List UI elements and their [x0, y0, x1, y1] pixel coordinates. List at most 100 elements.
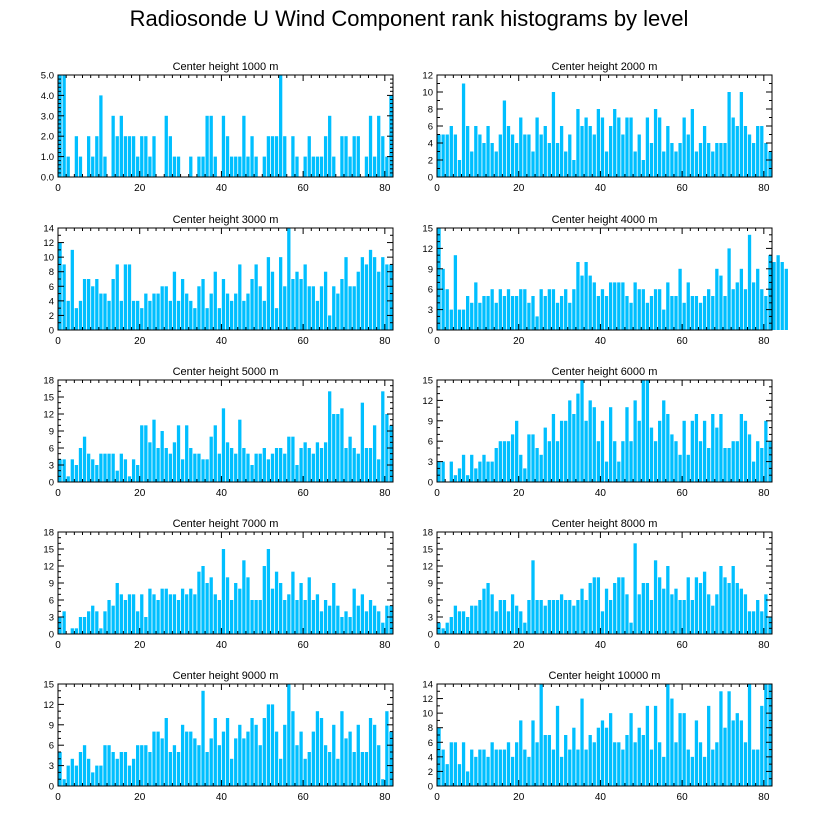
bar — [172, 745, 177, 786]
bar — [756, 600, 760, 634]
bar — [144, 136, 148, 177]
bar — [645, 583, 650, 634]
bar — [303, 442, 307, 482]
bar — [457, 764, 462, 786]
bar — [580, 126, 584, 177]
bar — [95, 611, 99, 634]
bar — [506, 611, 511, 634]
bar — [217, 308, 222, 330]
bar — [527, 600, 531, 634]
bar — [217, 453, 222, 482]
bar — [739, 414, 744, 482]
x-tick-label: 0 — [55, 488, 61, 499]
panel-3: Center height 3000 m 0 20 40 60 80 0 2 4 6 8 10 12 14 — [43, 214, 394, 347]
bar — [637, 727, 641, 786]
bar — [266, 257, 271, 330]
bar — [193, 453, 197, 482]
bar — [340, 279, 344, 330]
bar — [119, 594, 123, 634]
panel-7: Center height 7000 m 0 20 40 60 80 0 3 6 9 12 15 18 — [43, 518, 394, 651]
bar — [348, 436, 352, 482]
bar — [559, 296, 564, 330]
bar — [576, 600, 580, 634]
bar — [498, 134, 502, 177]
bar — [201, 566, 205, 634]
bar — [531, 151, 535, 177]
bar — [115, 470, 119, 482]
panel-title: Center height 4000 m — [552, 214, 658, 226]
bar — [352, 752, 356, 786]
bar — [653, 560, 658, 634]
bar — [490, 143, 494, 177]
bar — [242, 115, 246, 177]
bar — [637, 420, 641, 482]
panel-1: Center height 1000 m 0 20 40 60 80 0.0 1.0 2.0 3.… — [41, 61, 394, 194]
bar — [747, 684, 752, 786]
bar — [711, 414, 715, 482]
bar — [262, 566, 266, 634]
bar — [466, 126, 470, 177]
x-tick-label: 80 — [379, 792, 391, 803]
bar — [613, 583, 617, 634]
bar — [707, 705, 711, 786]
bar — [197, 286, 201, 330]
bar — [613, 282, 617, 330]
bar — [217, 600, 222, 634]
bar — [328, 115, 332, 177]
panel-5: Center height 5000 m 0 20 40 60 80 0 3 6 9 12 15 18 — [43, 366, 394, 499]
bar — [735, 282, 739, 330]
y-tick-label: 9 — [428, 416, 433, 427]
bar — [743, 126, 748, 177]
panel-title: Center height 10000 m — [549, 670, 661, 682]
x-tick-label: 80 — [758, 336, 770, 347]
bar — [658, 577, 662, 634]
bar — [596, 441, 601, 482]
bar — [258, 286, 262, 330]
x-tick-label: 80 — [758, 792, 770, 803]
bar — [543, 126, 547, 177]
bar — [510, 756, 515, 786]
bar — [140, 594, 144, 634]
bar — [682, 117, 686, 177]
bar — [629, 302, 633, 330]
bar — [707, 143, 711, 177]
bar — [604, 151, 609, 177]
bar — [453, 255, 458, 330]
bar — [531, 296, 535, 330]
bar — [377, 611, 381, 634]
bar — [621, 282, 625, 330]
bar — [751, 143, 756, 177]
bar — [87, 136, 91, 177]
bar — [372, 257, 377, 330]
bar — [213, 156, 217, 177]
bar — [266, 136, 271, 177]
bar — [78, 156, 83, 177]
bar — [385, 156, 389, 177]
bar — [482, 296, 486, 330]
y-tick-label: 15 — [43, 680, 54, 691]
bar — [743, 594, 748, 634]
bar — [568, 400, 572, 482]
bar — [160, 431, 164, 482]
bar — [201, 156, 205, 177]
bar — [490, 289, 494, 330]
bar — [377, 459, 381, 482]
bar — [645, 117, 650, 177]
bar — [751, 749, 756, 786]
bar — [70, 249, 74, 330]
bar — [372, 156, 377, 177]
bar — [698, 742, 703, 786]
bar — [747, 134, 752, 177]
bar — [238, 588, 242, 634]
panel-title: Center height 7000 m — [173, 518, 279, 530]
bar — [772, 262, 776, 330]
bar — [91, 459, 95, 482]
bar — [319, 718, 324, 786]
bar — [95, 465, 99, 482]
x-tick-label: 40 — [216, 640, 228, 651]
bar — [555, 705, 560, 786]
bar — [352, 136, 356, 177]
bar — [291, 711, 295, 786]
bar — [209, 577, 213, 634]
bar — [515, 605, 519, 634]
